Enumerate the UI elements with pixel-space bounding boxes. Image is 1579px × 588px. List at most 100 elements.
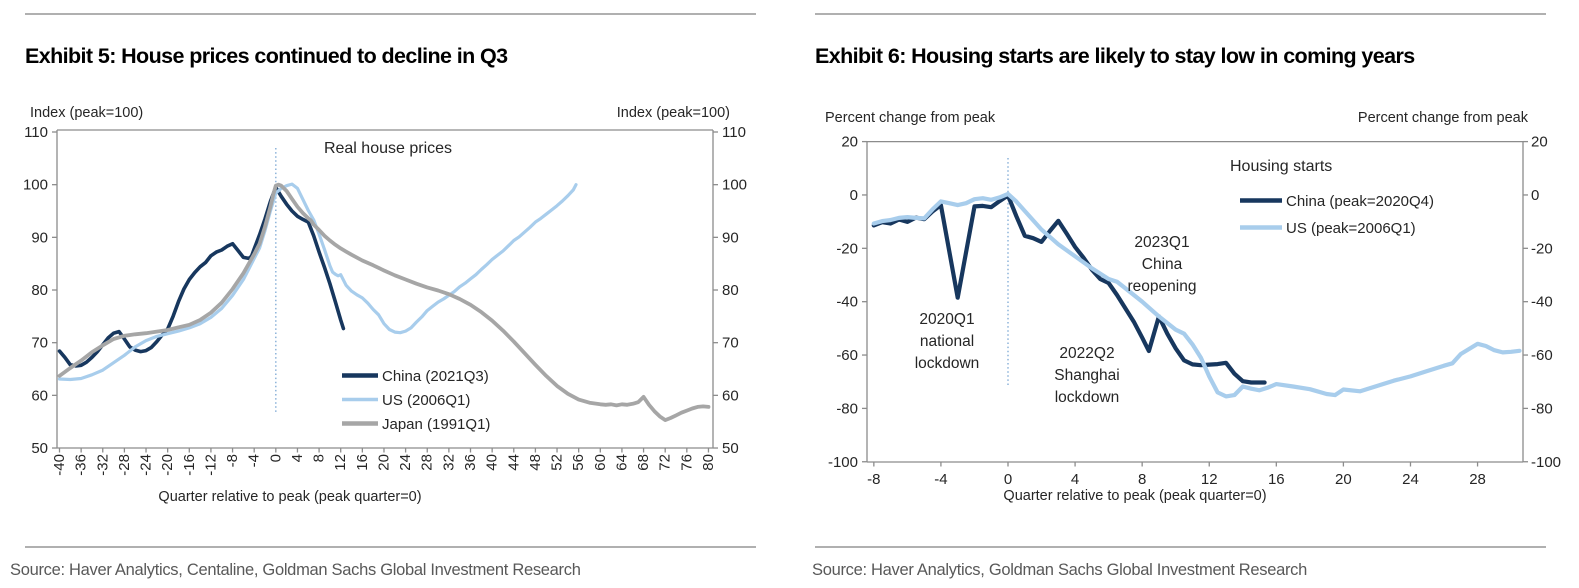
x-tick-label: -8	[224, 454, 241, 467]
y-axis-label-right: Index (peak=100)	[617, 105, 730, 121]
y-tick-label: -40	[1531, 294, 1553, 311]
x-tick-label: 40	[484, 454, 501, 471]
x-tick-label: 8	[311, 454, 328, 462]
x-tick-label: 32	[440, 454, 457, 471]
legend-label-us: US (2006Q1)	[382, 392, 470, 409]
x-tick-label: 12	[332, 454, 349, 471]
y-tick-label: 0	[850, 187, 858, 204]
series-us-line	[57, 182, 578, 382]
x-tick-label: -4	[934, 471, 947, 488]
series-japan-line	[57, 182, 711, 423]
x-tick-label: 48	[527, 454, 544, 471]
exhibit6-chart: 20 200 0-20 -20-40 -40-60 -60-80 -80-100 -100-8…	[825, 110, 1561, 504]
y-tick-label: 110	[722, 124, 746, 141]
annotation-2020q1-lockdown: 2020Q1 national lockdown	[915, 311, 980, 372]
legend-label-us: US (peak=2006Q1)	[1286, 220, 1416, 237]
x-tick-label: 0	[1004, 471, 1012, 488]
x-tick-label: -28	[116, 454, 133, 476]
y-tick-label: -100	[828, 454, 858, 471]
y-tick-label: 90	[31, 229, 48, 246]
y-tick-label: 100	[23, 177, 48, 194]
x-tick-label: -32	[94, 454, 111, 476]
x-tick-label: 36	[462, 454, 479, 471]
y-tick-label: -20	[836, 240, 858, 257]
x-tick-label: 80	[700, 454, 717, 471]
legend: Housing starts China (peak=2020Q4) US (p…	[1230, 158, 1434, 237]
annotation-line: Shanghai	[1054, 367, 1120, 384]
y-tick-label: -40	[836, 294, 858, 311]
x-tick-label: -12	[202, 454, 219, 476]
legend: China (2021Q3) US (2006Q1) Japan (1991Q1…	[342, 368, 490, 433]
legend-label-china: China (peak=2020Q4)	[1286, 193, 1434, 210]
x-tick-label: 24	[397, 454, 414, 471]
annotation-line: 2022Q2	[1059, 345, 1114, 362]
y-tick-label: 60	[31, 387, 48, 404]
exhibit5-panel: Exhibit 5: House prices continued to dec…	[0, 0, 789, 588]
x-tick-label: 20	[1335, 471, 1352, 488]
x-tick-label: -8	[867, 471, 880, 488]
x-tick-label: 16	[354, 454, 371, 471]
x-tick-label: 44	[505, 454, 522, 471]
annotation-line: national	[920, 333, 974, 350]
exhibit5-title: Exhibit 5: House prices continued to dec…	[25, 43, 508, 68]
y-axis-label-right: Percent change from peak	[1358, 110, 1529, 126]
x-tick-label: -16	[181, 454, 198, 476]
x-tick-label: 28	[419, 454, 436, 471]
legend-label-japan: Japan (1991Q1)	[382, 416, 490, 433]
exhibit6-panel: Exhibit 6: Housing starts are likely to …	[790, 0, 1579, 588]
x-tick-label: -20	[159, 454, 176, 476]
x-tick-label: 52	[549, 454, 566, 471]
annotation-line: lockdown	[915, 355, 980, 372]
y-tick-label: 90	[722, 229, 739, 246]
y-tick-label: -60	[836, 347, 858, 364]
exhibit5-source: Source: Haver Analytics, Centaline, Gold…	[10, 561, 581, 579]
y-axis-label-left: Index (peak=100)	[30, 105, 143, 121]
x-tick-label: 56	[570, 454, 587, 471]
series-china-line	[57, 185, 346, 368]
y-tick-label: -100	[1531, 454, 1561, 471]
y-axis-label-left: Percent change from peak	[825, 110, 996, 126]
x-tick-label: 72	[657, 454, 674, 471]
legend-label-china: China (2021Q3)	[382, 368, 489, 385]
y-tick-label: 70	[31, 335, 48, 352]
x-axis-title: Quarter relative to peak (peak quarter=0…	[1003, 488, 1266, 504]
x-tick-label: 24	[1402, 471, 1419, 488]
y-tick-label: 80	[722, 282, 739, 299]
exhibit6-axes-and-series: 20 200 0-20 -20-40 -40-60 -60-80 -80-100 -100-8…	[828, 134, 1561, 488]
y-tick-label: 70	[722, 335, 739, 352]
bottom-divider	[815, 546, 1546, 548]
top-divider	[25, 13, 756, 15]
y-tick-label: 80	[31, 282, 48, 299]
y-tick-label: 0	[1531, 187, 1539, 204]
x-tick-label: 8	[1138, 471, 1146, 488]
y-tick-label: -20	[1531, 240, 1553, 257]
bottom-divider	[25, 546, 756, 548]
x-tick-label: 28	[1469, 471, 1486, 488]
x-tick-label: -40	[51, 454, 68, 476]
x-tick-label: 16	[1268, 471, 1285, 488]
y-tick-label: 100	[722, 177, 747, 194]
x-tick-label: 4	[1071, 471, 1079, 488]
y-tick-label: -60	[1531, 347, 1553, 364]
x-tick-label: 60	[592, 454, 609, 471]
annotation-line: reopening	[1128, 278, 1197, 295]
y-tick-label: 60	[722, 387, 739, 404]
y-tick-label: 20	[841, 134, 858, 151]
annotation-line: 2020Q1	[919, 311, 974, 328]
exhibit6-source: Source: Haver Analytics, Goldman Sachs G…	[812, 561, 1307, 579]
y-tick-label: 20	[1531, 134, 1548, 151]
x-tick-label: -36	[73, 454, 90, 476]
x-axis-title: Quarter relative to peak (peak quarter=0…	[158, 489, 421, 505]
y-tick-label: 50	[31, 440, 48, 457]
x-tick-label: 64	[613, 454, 630, 471]
x-tick-label: 68	[635, 454, 652, 471]
x-tick-label: 20	[375, 454, 392, 471]
x-tick-label: 76	[678, 454, 695, 471]
annotation-line: lockdown	[1055, 389, 1120, 406]
y-tick-label: 110	[24, 124, 48, 141]
x-tick-label: 0	[267, 454, 284, 462]
annotation-line: China	[1142, 256, 1183, 273]
y-tick-label: -80	[836, 400, 858, 417]
